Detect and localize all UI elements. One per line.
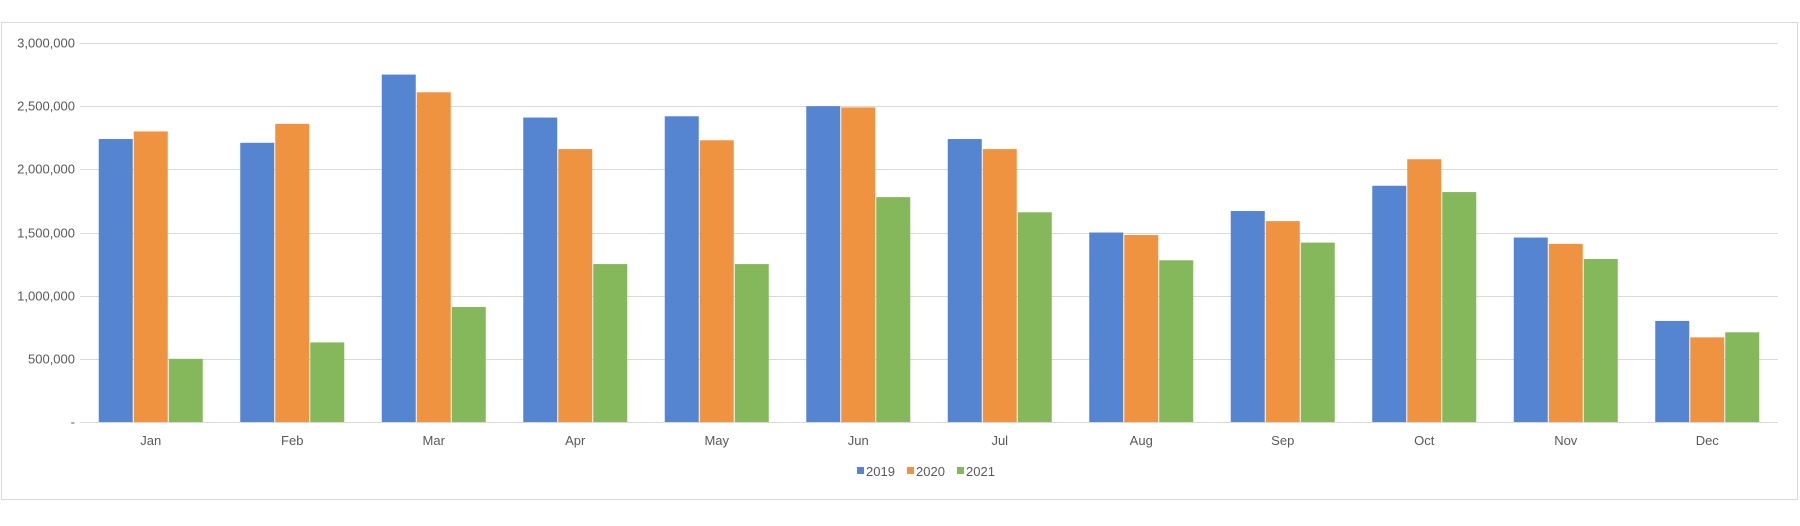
bar-2021-dec [1725, 332, 1760, 422]
bar-2019-dec [1655, 320, 1690, 422]
bars [98, 74, 1760, 423]
bar-2020-jun [841, 107, 876, 423]
bar-2020-aug [1124, 235, 1159, 422]
bar-2021-aug [1159, 260, 1194, 422]
bar-2021-oct [1442, 192, 1477, 422]
bar-2020-dec [1690, 337, 1725, 422]
bar-2020-may [699, 140, 734, 422]
bar-2021-may [734, 264, 769, 422]
bar-2020-sep [1265, 221, 1300, 422]
bar-2020-feb [275, 123, 310, 422]
bar-2020-apr [558, 149, 593, 422]
y-axis-tick-labels: - 500,000 1,000,000 1,500,000 2,000,000 2,500… [17, 36, 75, 430]
bar-2019-aug [1089, 232, 1124, 422]
x-tick-label: Sep [1271, 433, 1294, 448]
x-tick-label: Oct [1414, 433, 1435, 448]
bar-2020-jan [133, 131, 168, 422]
y-tick-label: 500,000 [28, 352, 75, 367]
bar-2020-nov [1548, 243, 1583, 422]
bar-2021-apr [593, 264, 628, 422]
x-tick-label: Nov [1554, 433, 1578, 448]
bar-2020-jul [982, 149, 1017, 422]
bar-2019-may [664, 116, 699, 423]
x-tick-label: Jan [140, 433, 161, 448]
legend-label: 2021 [966, 464, 995, 479]
x-tick-label: Apr [565, 433, 586, 448]
bar-2021-sep [1300, 242, 1335, 422]
x-tick-label: Mar [423, 433, 446, 448]
gridlines [80, 43, 1778, 360]
y-tick-label: 1,500,000 [17, 226, 75, 241]
y-tick-label: 1,000,000 [17, 289, 75, 304]
x-tick-label: Dec [1696, 433, 1720, 448]
legend: 2019 2020 2021 [857, 464, 995, 479]
legend-label: 2020 [916, 464, 945, 479]
bar-2021-jan [168, 358, 203, 422]
bar-2021-feb [310, 342, 345, 422]
bar-2019-apr [523, 117, 558, 422]
legend-swatch-2021 [957, 467, 964, 474]
x-tick-label: May [704, 433, 729, 448]
bar-2019-mar [381, 74, 416, 422]
x-tick-label: Jun [848, 433, 869, 448]
y-tick-label: 2,500,000 [17, 99, 75, 114]
y-tick-label: - [71, 415, 75, 430]
bar-2019-oct [1372, 185, 1407, 422]
legend-swatch-2020 [907, 467, 914, 474]
x-tick-label: Aug [1130, 433, 1153, 448]
x-axis-tick-labels: Jan Feb Mar Apr May Jun Jul Aug Sep Oct Nov Dec [140, 433, 1719, 448]
bar-2019-sep [1230, 211, 1265, 422]
legend-label: 2019 [866, 464, 895, 479]
bar-2020-mar [416, 92, 451, 423]
bar-2021-nov [1583, 259, 1618, 422]
legend-swatch-2019 [857, 467, 864, 474]
y-tick-label: 2,000,000 [17, 162, 75, 177]
y-tick-label: 3,000,000 [17, 36, 75, 51]
bar-2019-jul [947, 139, 982, 422]
x-tick-label: Jul [991, 433, 1008, 448]
bar-2021-mar [451, 307, 486, 422]
x-tick-label: Feb [281, 433, 303, 448]
bar-2019-jun [806, 106, 841, 423]
bar-2021-jul [1017, 212, 1052, 422]
bar-2019-feb [240, 142, 275, 422]
bar-2020-oct [1407, 159, 1442, 422]
bar-2019-nov [1513, 237, 1548, 422]
bar-2021-jun [876, 197, 911, 422]
bar-2019-jan [98, 139, 133, 422]
